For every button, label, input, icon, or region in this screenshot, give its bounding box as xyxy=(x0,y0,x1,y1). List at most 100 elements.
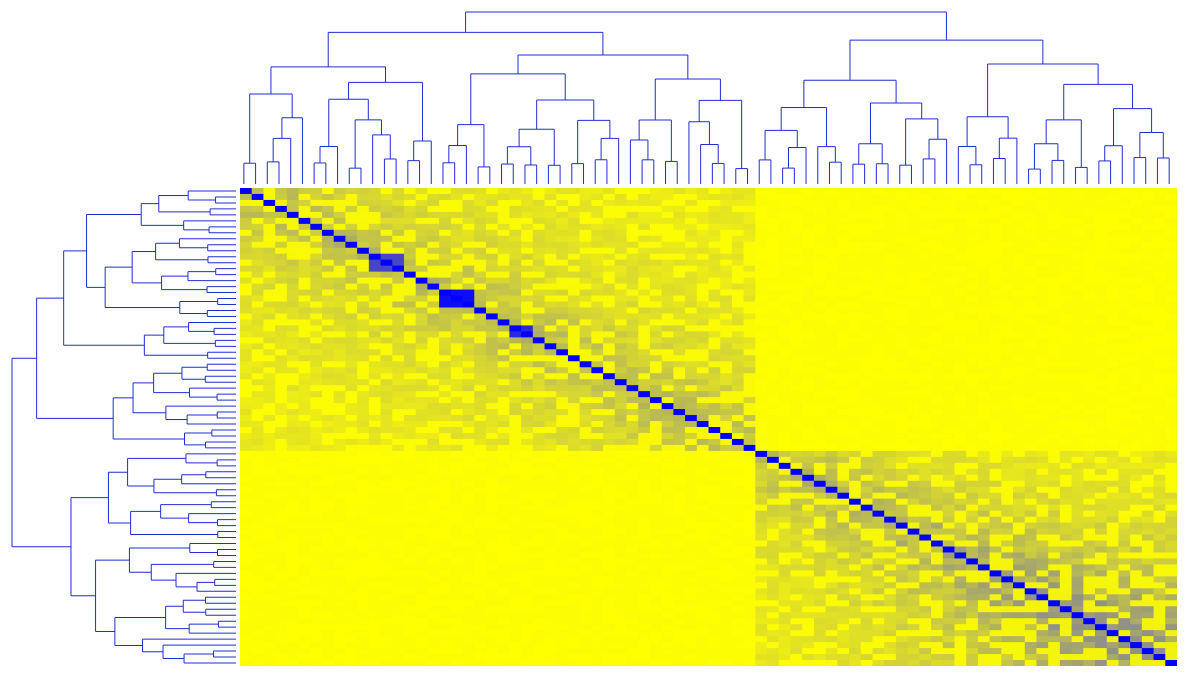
heatmap-cell xyxy=(755,271,768,279)
heatmap-cell xyxy=(954,277,967,285)
heatmap-cell xyxy=(1059,427,1073,434)
heatmap-cell xyxy=(497,307,510,315)
heatmap-cell xyxy=(556,283,569,291)
heatmap-cell xyxy=(368,516,382,524)
heatmap-cell xyxy=(603,474,616,482)
heatmap-cell xyxy=(1036,432,1049,440)
heatmap-cell xyxy=(872,199,885,207)
heatmap-cell xyxy=(333,498,347,506)
heatmap-cell xyxy=(1001,462,1014,470)
heatmap-cell xyxy=(802,409,815,416)
heatmap-cell xyxy=(427,277,440,285)
heatmap-cell xyxy=(755,205,768,213)
heatmap-cell xyxy=(1141,516,1155,524)
heatmap-cell xyxy=(1106,432,1120,440)
heatmap-cell xyxy=(474,235,487,243)
heatmap-cell xyxy=(626,301,639,309)
heatmap-cell xyxy=(603,504,616,512)
heatmap-cell xyxy=(240,456,253,464)
heatmap-cell xyxy=(380,301,393,309)
heatmap-cell xyxy=(1153,313,1166,321)
heatmap-cell xyxy=(532,450,546,458)
heatmap-cell xyxy=(556,271,569,279)
heatmap-cell xyxy=(685,409,698,416)
heatmap-matrix xyxy=(240,188,1177,666)
heatmap-cell xyxy=(907,223,920,231)
heatmap-cell xyxy=(1013,456,1026,464)
heatmap-cell xyxy=(673,403,686,410)
heatmap-cell xyxy=(895,259,909,267)
heatmap-cell xyxy=(919,456,932,464)
heatmap-cell xyxy=(638,253,651,261)
heatmap-cell xyxy=(696,516,710,524)
heatmap-cell xyxy=(755,265,768,273)
heatmap-cell xyxy=(532,247,546,255)
heatmap-cell xyxy=(708,205,721,213)
heatmap-cell xyxy=(544,331,557,338)
heatmap-cell xyxy=(1165,462,1177,470)
heatmap-cell xyxy=(767,193,780,201)
heatmap-cell xyxy=(521,510,534,518)
heatmap-cell xyxy=(696,522,710,530)
heatmap-cell xyxy=(450,397,464,404)
heatmap-cell xyxy=(614,271,628,279)
heatmap-cell xyxy=(427,349,440,356)
heatmap-cell xyxy=(1141,188,1155,195)
heatmap-cell xyxy=(275,510,288,518)
heatmap-cell xyxy=(521,373,534,380)
heatmap-cell xyxy=(286,474,300,482)
heatmap-cell xyxy=(720,349,733,356)
heatmap-cell xyxy=(989,379,1002,386)
heatmap-cell xyxy=(497,199,510,207)
heatmap-cell xyxy=(392,427,405,434)
heatmap-cell xyxy=(767,277,780,285)
heatmap-cell xyxy=(872,486,885,494)
heatmap-cell xyxy=(1130,516,1143,524)
heatmap-cell xyxy=(1071,415,1084,422)
heatmap-cell xyxy=(509,277,522,285)
heatmap-cell xyxy=(544,188,557,195)
heatmap-cell xyxy=(685,325,698,332)
heatmap-cell xyxy=(298,391,311,398)
heatmap-cell xyxy=(240,259,253,267)
heatmap-cell xyxy=(907,480,920,488)
heatmap-cell xyxy=(532,504,546,512)
heatmap-cell xyxy=(849,193,862,201)
heatmap-cell xyxy=(1130,444,1143,452)
heatmap-cell xyxy=(556,468,569,476)
heatmap-cell xyxy=(567,474,581,482)
heatmap-cell xyxy=(474,247,487,255)
heatmap-cell xyxy=(989,385,1002,392)
heatmap-cell xyxy=(720,211,733,219)
heatmap-cell xyxy=(298,325,311,332)
heatmap-cell xyxy=(450,193,464,201)
heatmap-cell xyxy=(474,295,487,303)
heatmap-cell xyxy=(345,468,358,476)
heatmap-cell xyxy=(1153,229,1166,237)
heatmap-cell xyxy=(333,259,347,267)
heatmap-cell xyxy=(614,349,628,356)
heatmap-cell xyxy=(942,438,956,446)
heatmap-cell xyxy=(579,265,592,273)
heatmap-cell xyxy=(708,373,721,380)
heatmap-cell xyxy=(357,498,370,506)
heatmap-cell xyxy=(556,415,569,422)
heatmap-cell xyxy=(532,253,546,261)
heatmap-cell xyxy=(275,385,288,392)
heatmap-cell xyxy=(942,510,956,518)
heatmap-cell xyxy=(556,289,569,297)
heatmap-cell xyxy=(333,391,347,398)
heatmap-cell xyxy=(1153,349,1166,356)
heatmap-cell xyxy=(696,385,710,392)
heatmap-cell xyxy=(872,283,885,291)
heatmap-cell xyxy=(989,349,1002,356)
heatmap-cell xyxy=(240,462,253,470)
heatmap-cell xyxy=(591,415,604,422)
heatmap-cell xyxy=(919,438,932,446)
heatmap-cell xyxy=(860,283,874,291)
heatmap-cell xyxy=(1165,235,1177,243)
heatmap-cell xyxy=(403,456,417,464)
heatmap-cell xyxy=(1059,325,1073,332)
heatmap-cell xyxy=(1071,211,1084,219)
heatmap-cell xyxy=(1024,361,1038,368)
